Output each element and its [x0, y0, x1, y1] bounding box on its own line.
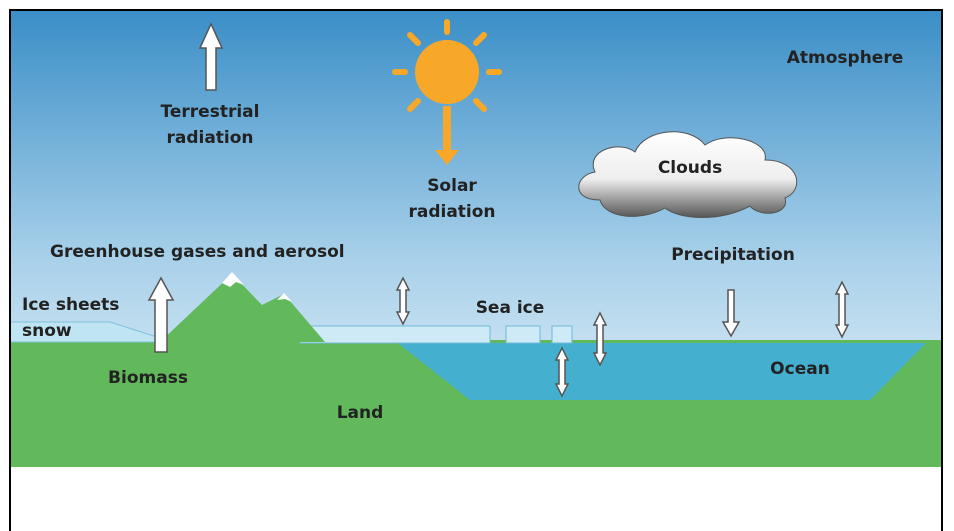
label: Ice sheets: [22, 295, 119, 315]
label: Biomass: [108, 368, 188, 388]
label: Atmosphere: [787, 48, 904, 68]
climate-diagram: Terrestrial radiation Solar radiation At…: [0, 0, 954, 531]
label: radiation: [166, 128, 253, 148]
sun: [415, 40, 479, 104]
label: snow: [22, 321, 72, 341]
label: radiation: [408, 202, 495, 222]
sea-ice: [552, 326, 572, 343]
label: Terrestrial: [161, 102, 260, 122]
label: Clouds: [658, 158, 722, 178]
ocean: [398, 343, 926, 400]
label: Ocean: [770, 359, 830, 379]
label: Precipitation: [671, 245, 795, 265]
label: Sea ice: [476, 298, 545, 318]
sea-ice: [300, 326, 490, 343]
label: Greenhouse gases and aerosol: [50, 242, 345, 262]
sea-ice: [506, 326, 540, 343]
label: Land: [337, 403, 384, 423]
label: Solar: [427, 176, 477, 196]
